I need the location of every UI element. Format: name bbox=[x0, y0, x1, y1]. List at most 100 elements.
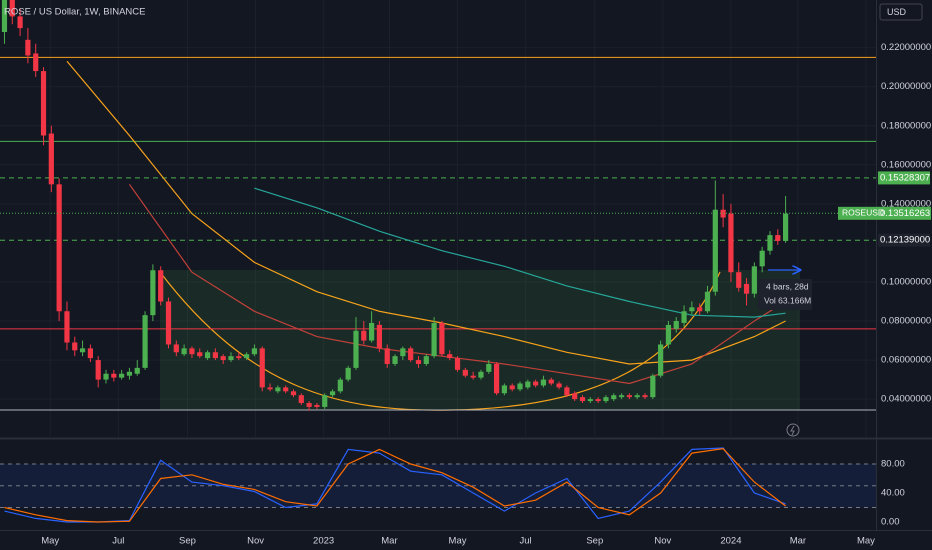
currency-box[interactable] bbox=[879, 3, 923, 21]
candle-body bbox=[290, 391, 297, 396]
candle-body bbox=[439, 322, 445, 355]
candle-body bbox=[408, 348, 414, 361]
candle-body bbox=[361, 330, 367, 341]
candle-body bbox=[712, 209, 718, 292]
candle-body bbox=[79, 348, 86, 353]
candle-body bbox=[103, 373, 109, 380]
y-tick-label: 0.10000000 bbox=[881, 276, 931, 287]
candle-body bbox=[423, 356, 429, 364]
candle-body bbox=[40, 71, 47, 136]
ma-line bbox=[128, 183, 786, 385]
x-tick-label: Mar bbox=[790, 536, 806, 547]
candle-body bbox=[533, 381, 539, 386]
candle-body bbox=[228, 356, 234, 361]
candle-body bbox=[462, 369, 468, 376]
candle-body bbox=[704, 291, 711, 312]
axes: May Jul Sep Nov 2023 Mar May Jul Sep Nov 2024 Mar Ma… bbox=[41, 42, 931, 546]
measure-volume: Vol 63.166M bbox=[764, 295, 811, 305]
candle-body bbox=[681, 311, 687, 323]
alert-icon[interactable] bbox=[786, 423, 800, 437]
candle-body bbox=[400, 348, 406, 357]
candle-body bbox=[564, 387, 570, 396]
last-price-box bbox=[838, 206, 931, 220]
candle-body bbox=[72, 342, 78, 351]
candle-body bbox=[17, 16, 23, 29]
level-label: 0.12139000 bbox=[880, 235, 930, 246]
candle-body bbox=[173, 344, 179, 353]
x-tick-label: May bbox=[449, 536, 467, 547]
candle-body bbox=[150, 270, 156, 316]
candle-body bbox=[595, 399, 601, 402]
candle-body bbox=[728, 213, 734, 273]
candle-body bbox=[329, 391, 336, 396]
candle-body bbox=[642, 395, 648, 398]
oscillator-pane bbox=[0, 447, 876, 523]
x-tick-label: 2023 bbox=[313, 536, 334, 547]
candle-body bbox=[220, 356, 226, 361]
candle-body bbox=[189, 348, 195, 355]
candle-body bbox=[548, 379, 554, 384]
candle-body bbox=[142, 315, 148, 368]
y-tick-label: 0.14000000 bbox=[881, 198, 931, 209]
candle-body bbox=[767, 235, 773, 251]
candle-body bbox=[650, 375, 656, 398]
candle-body bbox=[314, 404, 320, 407]
candle-body bbox=[759, 250, 765, 267]
candle-body bbox=[525, 381, 531, 388]
y-tick-label: 0.04000000 bbox=[881, 394, 931, 405]
candle-body bbox=[454, 358, 461, 370]
candle-body bbox=[204, 352, 211, 359]
candle-body bbox=[470, 375, 476, 378]
candle-body bbox=[111, 373, 117, 378]
candle-body bbox=[165, 301, 172, 345]
candle-body bbox=[736, 272, 742, 288]
candle-body bbox=[603, 397, 609, 402]
candle-body bbox=[119, 373, 125, 378]
x-tick-label: Sep bbox=[586, 536, 603, 547]
oscillator-line bbox=[4, 448, 786, 523]
candle-body bbox=[134, 367, 140, 374]
oscillator-tick-label: 80.00 bbox=[881, 458, 905, 469]
candle-body bbox=[751, 266, 757, 294]
price-pane bbox=[0, 0, 876, 411]
candle-body bbox=[345, 367, 351, 380]
x-tick-label: Jul bbox=[520, 536, 532, 547]
candle-body bbox=[25, 39, 31, 56]
candle-body bbox=[259, 348, 265, 388]
candle-body bbox=[64, 311, 70, 343]
candle-body bbox=[658, 344, 664, 376]
candle-body bbox=[611, 395, 617, 400]
candle-body bbox=[283, 387, 289, 392]
candle-body bbox=[486, 363, 492, 372]
level-label-box bbox=[878, 233, 930, 247]
candle-body bbox=[431, 322, 437, 357]
candle-body bbox=[87, 348, 93, 359]
candle-body bbox=[775, 235, 781, 241]
candle-body bbox=[689, 307, 695, 312]
oscillator-line bbox=[4, 447, 786, 523]
oscillator-tick-label: 40.00 bbox=[881, 487, 905, 498]
chart-title: ROSE / US Dollar, 1W, BINANCE bbox=[4, 7, 145, 18]
candle-body bbox=[1, 0, 8, 33]
x-tick-label: Mar bbox=[381, 536, 397, 547]
measure-bars: 4 bars, 28d bbox=[766, 281, 809, 291]
ma-line bbox=[254, 187, 786, 318]
candle-body bbox=[197, 352, 203, 357]
y-tick-label: 0.06000000 bbox=[881, 355, 931, 366]
candle-body bbox=[298, 395, 304, 404]
currency: USD bbox=[887, 7, 907, 17]
oscillator-background bbox=[0, 440, 876, 530]
candle-body bbox=[369, 322, 375, 341]
candle-body bbox=[384, 348, 390, 364]
candle-body bbox=[33, 53, 39, 72]
candle-body bbox=[126, 371, 133, 376]
oscillator-tick-label: 0.00 bbox=[881, 517, 900, 528]
candle-body bbox=[673, 321, 679, 329]
last-price-name: ROSEUSD bbox=[842, 208, 884, 218]
alert-icon-bolt bbox=[790, 425, 795, 436]
candle-body bbox=[556, 383, 562, 388]
candle-body bbox=[478, 371, 484, 378]
candle-body bbox=[244, 354, 250, 359]
candle-body bbox=[626, 395, 632, 398]
